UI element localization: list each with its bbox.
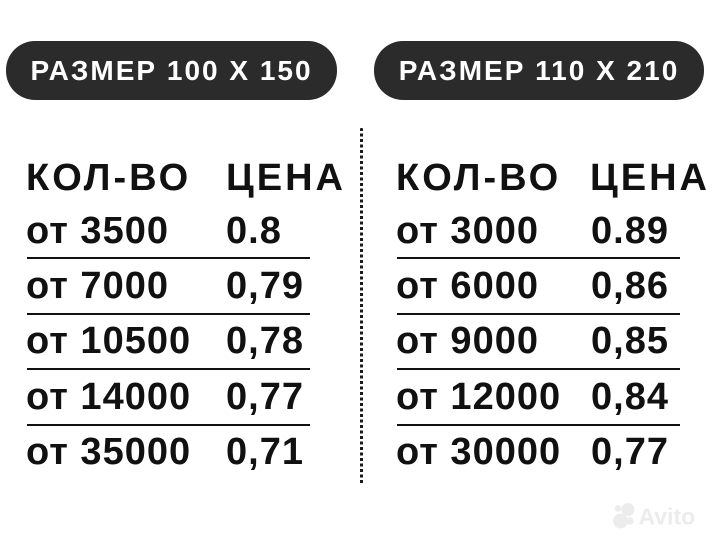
svg-text:Avito: Avito xyxy=(639,504,696,530)
